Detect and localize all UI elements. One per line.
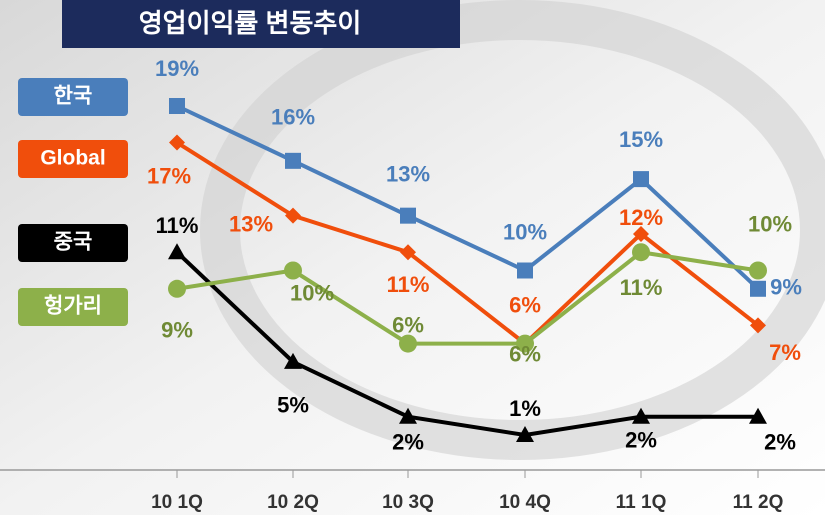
legend-label: 한국 bbox=[54, 85, 93, 108]
marker bbox=[168, 279, 186, 298]
legend-box bbox=[18, 288, 128, 326]
marker bbox=[285, 152, 301, 169]
data-label: 2% bbox=[764, 430, 796, 455]
marker bbox=[400, 244, 416, 261]
marker bbox=[400, 207, 416, 224]
legend-box bbox=[18, 78, 128, 116]
marker bbox=[285, 207, 301, 224]
data-label: 5% bbox=[277, 393, 309, 418]
data-label: 17% bbox=[147, 163, 191, 188]
marker bbox=[284, 261, 302, 280]
data-label: 7% bbox=[769, 340, 801, 365]
data-label: 10% bbox=[503, 219, 547, 244]
data-label: 15% bbox=[619, 127, 663, 152]
marker bbox=[169, 134, 185, 151]
marker bbox=[749, 407, 767, 424]
legend-box bbox=[18, 224, 128, 262]
marker bbox=[516, 426, 534, 442]
legend-box bbox=[18, 140, 128, 178]
line bbox=[176, 250, 759, 346]
x-tick-label: 11 1Q bbox=[616, 492, 667, 513]
data-label: 1% bbox=[509, 396, 541, 421]
line bbox=[175, 250, 758, 438]
legend-label: Global bbox=[40, 147, 105, 170]
data-label: 9% bbox=[161, 318, 193, 343]
marker bbox=[284, 352, 302, 369]
x-tick-label: 11 2Q bbox=[733, 492, 784, 513]
marker bbox=[749, 261, 767, 280]
marker bbox=[633, 171, 649, 188]
data-label: 10% bbox=[748, 211, 792, 236]
data-label: 6% bbox=[392, 312, 424, 337]
x-tick-label: 10 1Q bbox=[151, 492, 203, 513]
data-label: 6% bbox=[509, 292, 541, 317]
data-label: 13% bbox=[386, 161, 430, 186]
data-label: 6% bbox=[509, 341, 541, 366]
marker bbox=[516, 334, 534, 353]
data-label: 12% bbox=[619, 205, 663, 230]
data-label: 2% bbox=[625, 428, 657, 453]
x-tick-label: 10 4Q bbox=[499, 492, 551, 513]
data-label: 11% bbox=[620, 275, 663, 300]
marker bbox=[399, 334, 417, 353]
data-label: 11% bbox=[387, 272, 430, 297]
legend-label: 중국 bbox=[54, 231, 93, 254]
data-label: 19% bbox=[155, 56, 199, 81]
marker bbox=[750, 280, 766, 297]
line bbox=[175, 140, 760, 347]
marker bbox=[632, 407, 650, 424]
data-label: 13% bbox=[229, 211, 273, 236]
x-tick-label: 10 2Q bbox=[267, 492, 319, 513]
data-label: 10% bbox=[290, 280, 334, 305]
line bbox=[176, 104, 760, 291]
x-tick-label: 10 3Q bbox=[382, 492, 434, 513]
marker bbox=[169, 98, 185, 114]
marker bbox=[632, 243, 650, 262]
marker bbox=[168, 243, 186, 260]
data-label: 16% bbox=[271, 105, 315, 130]
marker bbox=[517, 262, 533, 279]
marker bbox=[750, 317, 766, 334]
title-box bbox=[62, 0, 460, 48]
chart-title: 영업이익률 변동추이 bbox=[139, 8, 362, 38]
marker bbox=[399, 407, 417, 424]
marker bbox=[633, 225, 649, 242]
legend-label: 헝가리 bbox=[44, 294, 102, 318]
data-label: 2% bbox=[392, 430, 424, 455]
data-label: 9% bbox=[770, 275, 802, 300]
data-label: 11% bbox=[156, 213, 199, 238]
